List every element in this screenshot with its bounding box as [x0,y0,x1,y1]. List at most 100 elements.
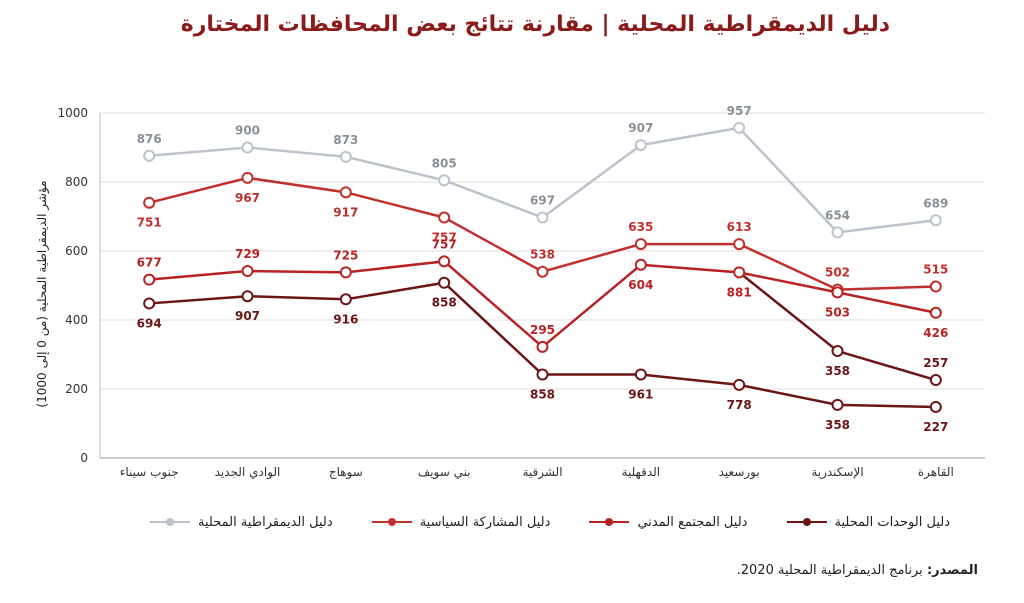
legend-label: دليل الديمقراطية المحلية [198,514,333,530]
data-point [634,258,647,271]
data-label: 257 [923,356,948,370]
data-label: 961 [628,388,653,402]
x-tick-label: جنوب سيناء [120,465,179,480]
x-tick-label: الوادي الجديد [215,465,281,480]
y-axis: 0 200 400 600 800 1000 [57,106,101,465]
data-point [733,238,746,251]
x-tick-label: القاهرة [918,465,954,480]
data-label: 729 [235,247,260,261]
data-label: 916 [333,312,358,326]
legend: دليل الديمقراطية المحلية دليل المشاركة ال… [150,510,950,534]
data-label: 858 [432,296,457,310]
data-point [536,265,549,278]
x-tick-label: الشرقية [522,465,562,480]
data-point [339,150,352,163]
data-point [438,174,451,187]
data-label: 503 [825,305,850,319]
data-point [241,141,254,154]
data-point [143,196,156,209]
data-point [339,266,352,279]
data-label: 751 [137,216,162,230]
data-label: 757 [432,231,457,245]
data-point [733,378,746,391]
data-label: 876 [137,132,162,146]
data-point [339,293,352,306]
x-tick-label: سوهاج [329,465,363,480]
data-label: 538 [530,248,555,262]
data-label: 604 [628,278,653,292]
data-label: 689 [923,196,948,210]
data-label: 358 [825,364,850,378]
data-label: 515 [923,263,948,277]
data-point [143,273,156,286]
data-label: 967 [235,191,260,205]
data-label: 778 [727,398,752,412]
legend-label: دليل المجتمع المدني [637,514,748,530]
data-label: 757 [432,237,457,251]
legend-swatch [786,516,827,528]
data-point [438,276,451,289]
data-labels: 876 900 873 805 697 907 957 654 689 751 967 917 757 5… [137,104,949,434]
data-label: 900 [235,124,260,138]
data-point [438,211,451,224]
grid-lines [100,112,985,459]
y-axis-label: مؤشر الديمقراطية المحلية (من 0 إلى 1000) [35,180,50,407]
data-label: 805 [432,156,457,170]
data-label: 697 [530,194,555,208]
source-text: برنامج الديمقراطية المحلية 2020. [736,563,923,578]
data-label: 677 [137,256,162,270]
data-label: 358 [825,418,850,432]
data-point [929,374,942,387]
data-point [143,149,156,162]
data-point [634,238,647,251]
legend-swatch [371,516,412,528]
chart-title: دليل الديمقراطية المحلية | مقارنة تتائج … [180,12,890,37]
data-label: 873 [333,133,358,147]
data-point [536,211,549,224]
data-point [143,297,156,310]
data-label: 725 [333,248,358,262]
data-label: 957 [727,104,752,118]
data-point [339,186,352,199]
y-tick-label: 1000 [57,106,88,120]
x-tick-label: بورسعيد [719,465,760,480]
y-tick-label: 600 [65,244,88,258]
data-point [929,280,942,293]
x-tick-label: بني سويف [418,465,471,480]
data-point [634,139,647,152]
y-tick-label: 400 [65,313,88,327]
legend-label: دليل الوحدات المحلية [834,514,950,530]
legend-label: دليل المشاركة السياسية [419,514,551,530]
series-points [143,121,942,413]
source-note: المصدر: برنامج الديمقراطية المحلية 2020. [737,563,978,578]
legend-item: دليل المجتمع المدني [589,515,747,530]
source-label: المصدر: [926,563,978,578]
data-label: 858 [530,388,555,402]
data-label: 502 [825,266,850,280]
y-tick-label: 0 [80,451,88,465]
x-tick-label: الإسكندرية [811,465,863,480]
y-tick-label: 200 [65,382,88,396]
data-point [241,265,254,278]
data-point [733,121,746,134]
data-label: 907 [235,309,260,323]
data-point [438,255,451,268]
data-label: 917 [333,205,358,219]
legend-item: دليل الوحدات المحلية [786,514,950,530]
data-point [733,266,746,279]
legend-swatch [589,516,630,528]
y-tick-label: 800 [65,175,88,189]
data-label: 613 [727,220,752,234]
data-label: 654 [825,208,850,222]
data-label: 694 [137,316,162,330]
data-point [929,214,942,227]
data-point [831,345,844,358]
data-point [241,290,254,303]
legend-swatch [150,516,191,528]
data-point [241,171,254,184]
data-label: 907 [628,121,653,135]
data-label: 227 [923,420,948,434]
data-point [929,306,942,319]
data-point [536,368,549,381]
